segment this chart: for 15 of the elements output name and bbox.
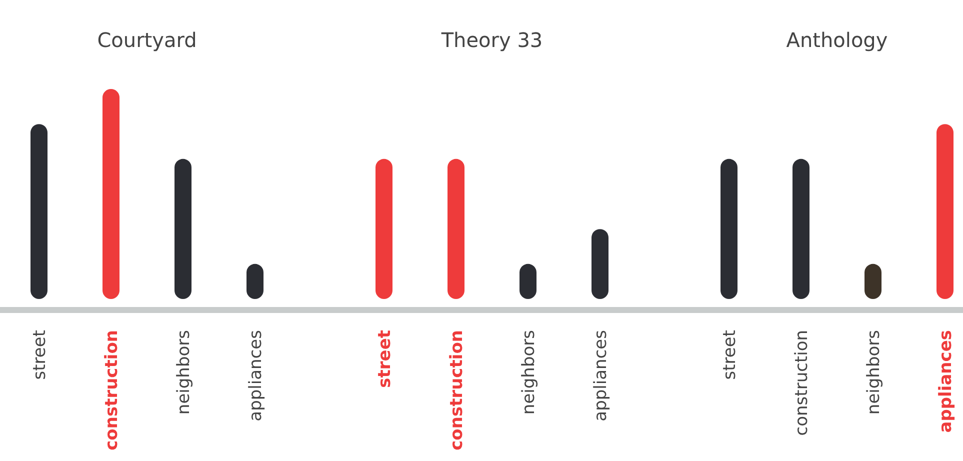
x-tick-label: appliances: [936, 330, 956, 433]
text: Theory 33: [440, 28, 543, 52]
x-tick-label: appliances: [246, 330, 266, 422]
x-tick-label: neighbors: [174, 330, 194, 415]
x-tick-label: construction: [447, 330, 467, 450]
x-tick-label: construction: [102, 330, 122, 450]
text: Anthology: [786, 28, 888, 52]
x-tick-label: street: [720, 330, 740, 380]
x-tick-label: appliances: [591, 330, 611, 422]
x-tick-label: street: [30, 330, 50, 380]
x-tick-label: street: [375, 330, 395, 388]
text: Courtyard: [97, 28, 197, 52]
x-tick-label: neighbors: [519, 330, 539, 415]
x-tick-label: construction: [792, 330, 812, 436]
x-tick-label: neighbors: [864, 330, 884, 415]
